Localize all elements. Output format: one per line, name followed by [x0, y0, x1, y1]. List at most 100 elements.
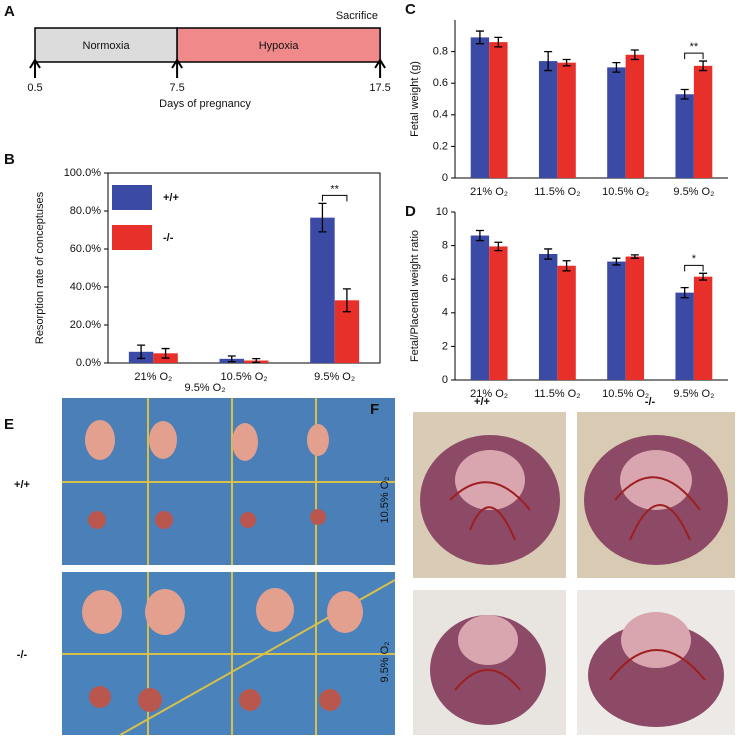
- legend-label: +/+: [163, 192, 179, 204]
- error-bar: [318, 202, 327, 233]
- y-tick-label: 0.0%: [76, 357, 101, 369]
- x-tick-label: 21% O₂: [134, 371, 172, 383]
- bar: [625, 256, 645, 380]
- significance-label: **: [330, 183, 339, 195]
- bar: [693, 276, 713, 380]
- error-bar: [630, 254, 639, 259]
- error-bar: [699, 272, 708, 281]
- y-tick-label: 60.0%: [70, 243, 101, 255]
- bar: [693, 65, 713, 178]
- panel-label: D: [405, 203, 416, 220]
- phase-box: [176, 27, 381, 63]
- bar: [470, 235, 490, 380]
- error-bar: [494, 241, 503, 252]
- x-tick-label: 11.5% O₂: [534, 186, 580, 198]
- error-bar: [630, 49, 639, 61]
- significance-label: **: [690, 41, 699, 53]
- error-bar: [680, 88, 689, 100]
- significance-label: *: [692, 253, 697, 265]
- x-tick-label: 10.5% O₂: [602, 388, 649, 400]
- bar: [607, 67, 626, 178]
- row-label: 10.5% O₂: [379, 476, 391, 523]
- y-axis-label: Fetal/Placental weight ratio: [409, 230, 421, 362]
- panel-label: F: [370, 401, 379, 418]
- column-label: +/+: [474, 396, 490, 408]
- error-bar: [680, 286, 689, 299]
- bar: [538, 61, 558, 178]
- error-bar: [612, 62, 621, 73]
- y-tick-label: 0.2: [433, 140, 448, 152]
- y-tick-label: 100.0%: [64, 167, 102, 179]
- bar: [675, 292, 694, 380]
- error-bar: [227, 355, 236, 363]
- bar: [625, 54, 645, 179]
- row-label: +/+: [14, 479, 30, 491]
- error-bar: [252, 357, 261, 364]
- y-tick-label: 0.8: [433, 46, 448, 58]
- column-label: -/-: [645, 396, 656, 408]
- bar: [310, 217, 335, 363]
- phase-label: Normoxia: [83, 40, 131, 52]
- panel-label: E: [4, 416, 14, 433]
- tick-label: 0.5: [27, 82, 42, 94]
- error-bar: [342, 288, 351, 313]
- bar: [470, 37, 490, 178]
- error-bar: [699, 60, 708, 72]
- arrow: [29, 58, 41, 78]
- error-bar: [612, 257, 621, 266]
- x-tick-label: 9.5% O₂: [314, 371, 355, 383]
- y-tick-label: 6: [442, 273, 448, 285]
- photo-panel-e: [62, 398, 396, 736]
- y-tick-label: 20.0%: [70, 319, 101, 331]
- y-tick-label: 40.0%: [70, 281, 101, 293]
- y-tick-label: 4: [442, 307, 448, 319]
- x-tick-label: 21% O₂: [470, 186, 508, 198]
- photo-panel-f: [413, 412, 735, 735]
- legend-swatch: [112, 185, 152, 210]
- bar: [489, 246, 508, 380]
- error-bar: [475, 229, 484, 242]
- significance-bracket: [684, 264, 704, 272]
- error-bar: [137, 344, 146, 360]
- bar: [538, 254, 558, 380]
- bar: [607, 261, 626, 380]
- x-tick-label: 9.5% O₂: [673, 186, 714, 198]
- arrow: [374, 58, 386, 78]
- y-axis-label: Fetal weight (g): [409, 61, 421, 137]
- bar: [557, 265, 576, 380]
- error-bar: [562, 58, 571, 67]
- y-tick-label: 10: [436, 206, 448, 218]
- row-label: 9.5% O₂: [379, 642, 391, 683]
- sacrifice-label: Sacrifice: [336, 10, 378, 22]
- x-tick-label: 10.5% O₂: [602, 186, 649, 198]
- y-tick-label: 80.0%: [70, 205, 101, 217]
- y-tick-label: 0.6: [433, 77, 448, 89]
- axis-label: Days of pregnancy: [159, 98, 251, 110]
- phase-label: Hypoxia: [259, 40, 300, 52]
- x-tick-label: 11.5% O₂: [534, 388, 580, 400]
- significance-bracket: [321, 194, 348, 202]
- y-tick-label: 0: [442, 172, 448, 184]
- error-bar: [161, 347, 170, 359]
- significance-bracket: [684, 52, 704, 60]
- bar: [489, 42, 508, 179]
- y-tick-label: 2: [442, 340, 448, 352]
- y-tick-label: 8: [442, 240, 448, 252]
- y-tick-label: 0: [442, 374, 448, 386]
- error-bar: [544, 248, 553, 260]
- arrow: [171, 58, 183, 78]
- y-tick-label: 0.4: [433, 109, 448, 121]
- panel-label: A: [4, 3, 15, 20]
- tick-label: 7.5: [169, 82, 184, 94]
- bar: [557, 62, 576, 178]
- panel-label: B: [4, 151, 15, 168]
- photo-title: 9.5% O₂: [185, 382, 226, 394]
- error-bar: [562, 260, 571, 272]
- error-bar: [544, 50, 553, 72]
- panel-label: C: [405, 1, 416, 18]
- bar: [675, 94, 694, 178]
- legend-swatch: [112, 225, 152, 250]
- x-tick-label: 21% O₂: [470, 388, 508, 400]
- legend-label: -/-: [163, 232, 174, 244]
- error-bar: [494, 36, 503, 48]
